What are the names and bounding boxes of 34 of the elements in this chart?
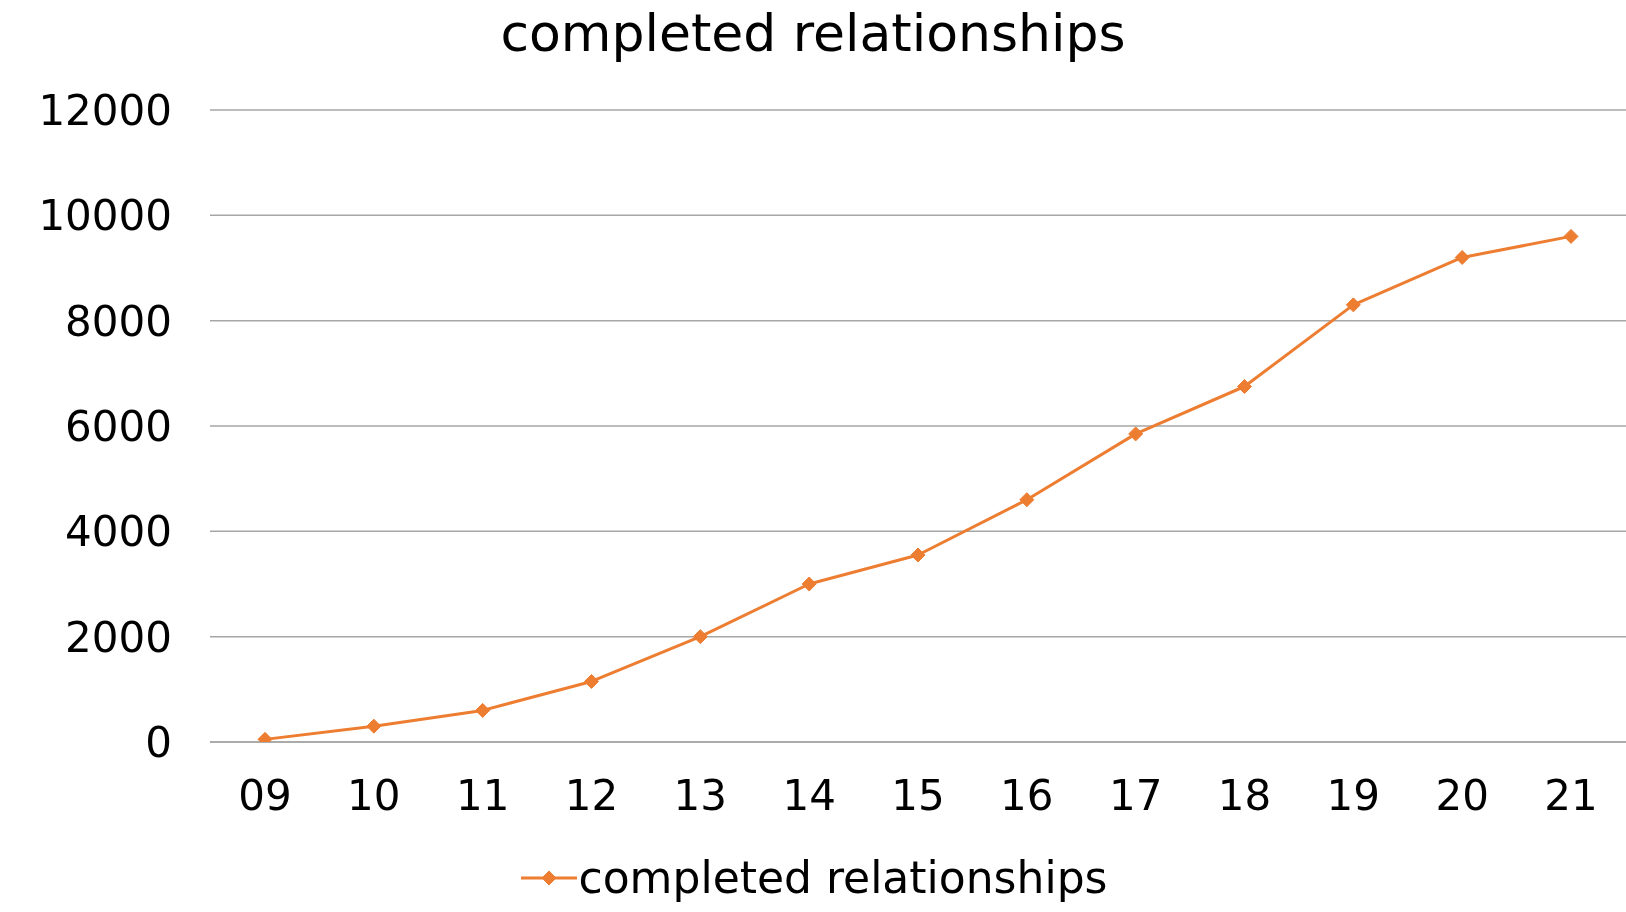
- point: [1345, 297, 1361, 313]
- x-tick-label: 12: [564, 770, 619, 820]
- x-tick-label: 18: [1217, 770, 1272, 820]
- legend-label: completed relationships: [578, 852, 1108, 903]
- point: [1563, 228, 1579, 244]
- x-tick-label: 09: [238, 770, 292, 820]
- point: [1128, 426, 1144, 442]
- x-tick-label: 19: [1326, 770, 1381, 820]
- x-tick-label: 14: [782, 770, 836, 820]
- x-tick-label: 17: [1108, 770, 1163, 820]
- x-tick-label: 13: [673, 770, 728, 820]
- point: [801, 576, 817, 592]
- chart-title: completed relationships: [499, 2, 1127, 65]
- x-tick-label: 10: [347, 770, 401, 820]
- y-tick-label: 4000: [65, 507, 172, 557]
- x-tick-label: 21: [1544, 770, 1598, 820]
- y-tick-label: 8000: [65, 296, 172, 346]
- point: [1019, 492, 1035, 508]
- point: [910, 547, 926, 563]
- y-tick-label: 12000: [38, 85, 172, 135]
- point: [1454, 249, 1470, 265]
- y-tick-label: 10000: [38, 191, 172, 241]
- x-tick-label: 16: [1000, 770, 1054, 820]
- point: [366, 718, 382, 734]
- y-tick-label: 2000: [65, 612, 172, 662]
- x-tick-label: 15: [891, 770, 945, 820]
- point: [584, 673, 599, 689]
- point: [692, 629, 708, 645]
- point: [475, 702, 491, 718]
- x-tick-label: 11: [455, 770, 510, 820]
- y-tick-label: 0: [145, 717, 172, 767]
- x-tick-label: 20: [1435, 770, 1489, 820]
- point: [1237, 379, 1252, 394]
- y-tick-label: 6000: [65, 401, 172, 451]
